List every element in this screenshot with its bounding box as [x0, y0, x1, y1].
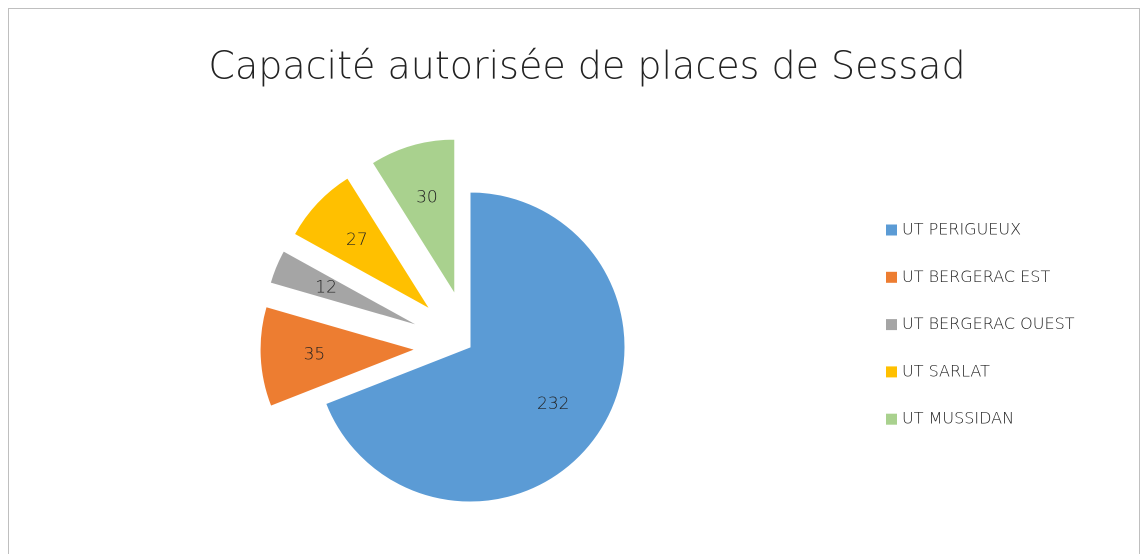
chart-title: Capacité autorisée de places de Sessad [208, 44, 965, 88]
pie-slice [293, 177, 431, 310]
legend-label: UT MUSSIDAN [902, 409, 1014, 428]
pie-slice [269, 250, 420, 327]
data-label: 35 [304, 344, 326, 364]
pie-slice [325, 191, 626, 503]
legend-swatch [886, 271, 897, 283]
pie-slice [259, 306, 417, 407]
legend-swatch [886, 224, 897, 236]
data-label: 232 [537, 394, 569, 414]
data-label: 30 [416, 187, 438, 207]
pie-slice [371, 138, 456, 296]
chart-border [8, 8, 1140, 554]
legend-swatch [886, 366, 897, 378]
legend-label: UT BERGERAC OUEST [902, 314, 1075, 333]
legend-swatch [886, 413, 897, 425]
legend-label: UT BERGERAC EST [902, 267, 1050, 286]
data-label: 12 [315, 277, 337, 297]
data-label: 27 [346, 230, 368, 250]
legend-label: UT SARLAT [902, 361, 990, 380]
legend-label: UT PERIGUEUX [902, 220, 1021, 239]
legend-swatch [886, 319, 897, 331]
